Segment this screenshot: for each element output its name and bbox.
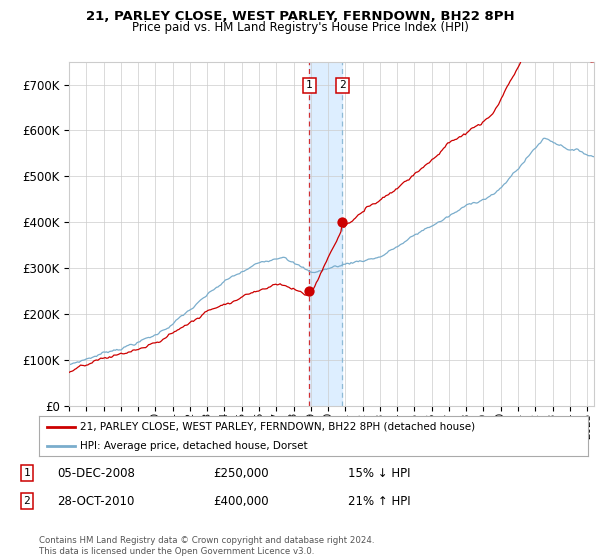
Text: 21, PARLEY CLOSE, WEST PARLEY, FERNDOWN, BH22 8PH: 21, PARLEY CLOSE, WEST PARLEY, FERNDOWN,…: [86, 10, 514, 23]
Point: [338, 218, 347, 227]
Text: 1: 1: [306, 81, 313, 91]
Text: 15% ↓ HPI: 15% ↓ HPI: [348, 466, 410, 480]
Text: 2: 2: [23, 496, 31, 506]
Text: 21, PARLEY CLOSE, WEST PARLEY, FERNDOWN, BH22 8PH (detached house): 21, PARLEY CLOSE, WEST PARLEY, FERNDOWN,…: [80, 422, 475, 432]
Text: 28-OCT-2010: 28-OCT-2010: [57, 494, 134, 508]
Text: £400,000: £400,000: [213, 494, 269, 508]
Text: 21% ↑ HPI: 21% ↑ HPI: [348, 494, 410, 508]
Text: HPI: Average price, detached house, Dorset: HPI: Average price, detached house, Dors…: [80, 441, 308, 451]
Text: Price paid vs. HM Land Registry's House Price Index (HPI): Price paid vs. HM Land Registry's House …: [131, 21, 469, 34]
Text: 1: 1: [23, 468, 31, 478]
Point: [304, 287, 314, 296]
Text: 05-DEC-2008: 05-DEC-2008: [57, 466, 135, 480]
Text: Contains HM Land Registry data © Crown copyright and database right 2024.
This d: Contains HM Land Registry data © Crown c…: [39, 536, 374, 556]
Bar: [310, 62, 343, 406]
Text: £250,000: £250,000: [213, 466, 269, 480]
Text: 2: 2: [339, 81, 346, 91]
